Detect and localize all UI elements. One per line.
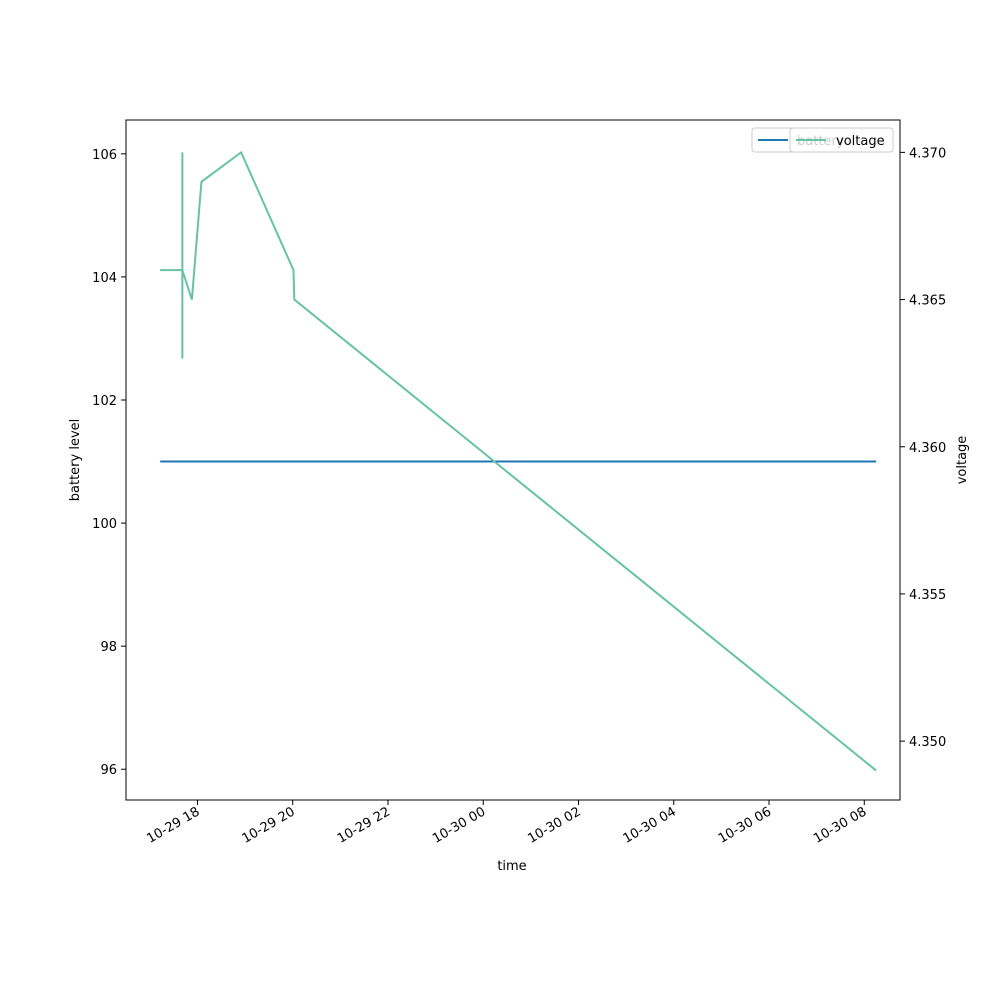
legend-right-box bbox=[789, 127, 894, 153]
y-left-tick-label: 96 bbox=[100, 763, 117, 778]
y-right-tick-label: 4.365 bbox=[909, 294, 946, 309]
y-right-tick-label: 4.370 bbox=[909, 146, 946, 161]
x-tick-label: 10-29 20 bbox=[240, 804, 298, 846]
y-left-tick-label: 106 bbox=[92, 148, 117, 163]
x-axis-ticks: 10-29 18 10-29 20 10-29 22 10-30 00 10-30 02… bbox=[144, 800, 869, 847]
y-left-tick-label: 104 bbox=[92, 271, 117, 286]
x-tick-label: 10-29 22 bbox=[335, 804, 393, 846]
x-axis-label: time bbox=[497, 859, 526, 874]
y-right-tick-label: 4.350 bbox=[909, 735, 946, 750]
plot-area bbox=[126, 120, 900, 800]
y-left-axis-label: battery level bbox=[68, 419, 83, 502]
y-right-axis-label: voltage bbox=[955, 436, 970, 485]
legend-right: voltage bbox=[789, 127, 894, 153]
y-right-tick-label: 4.360 bbox=[909, 441, 946, 456]
x-tick-label: 10-30 06 bbox=[716, 804, 774, 846]
y-left-tick-label: 100 bbox=[92, 517, 117, 532]
y-right-axis-ticks: 4.350 4.355 4.360 4.365 4.370 bbox=[900, 146, 946, 750]
y-left-tick-label: 102 bbox=[92, 394, 117, 409]
series-line-voltage bbox=[160, 150, 877, 772]
x-tick-label: 10-30 08 bbox=[811, 804, 869, 846]
x-tick-label: 10-30 04 bbox=[621, 804, 679, 846]
y-left-axis-ticks: 96 98 100 102 104 106 bbox=[92, 148, 126, 778]
y-right-tick-label: 4.355 bbox=[909, 588, 946, 603]
x-tick-label: 10-29 18 bbox=[144, 804, 202, 846]
x-tick-label: 10-30 00 bbox=[430, 804, 488, 846]
series-layer bbox=[160, 150, 877, 772]
x-tick-label: 10-30 02 bbox=[525, 804, 583, 846]
plot-frame bbox=[125, 119, 901, 801]
y-left-tick-label: 98 bbox=[100, 640, 117, 655]
legend-voltage-label: voltage bbox=[836, 134, 885, 149]
